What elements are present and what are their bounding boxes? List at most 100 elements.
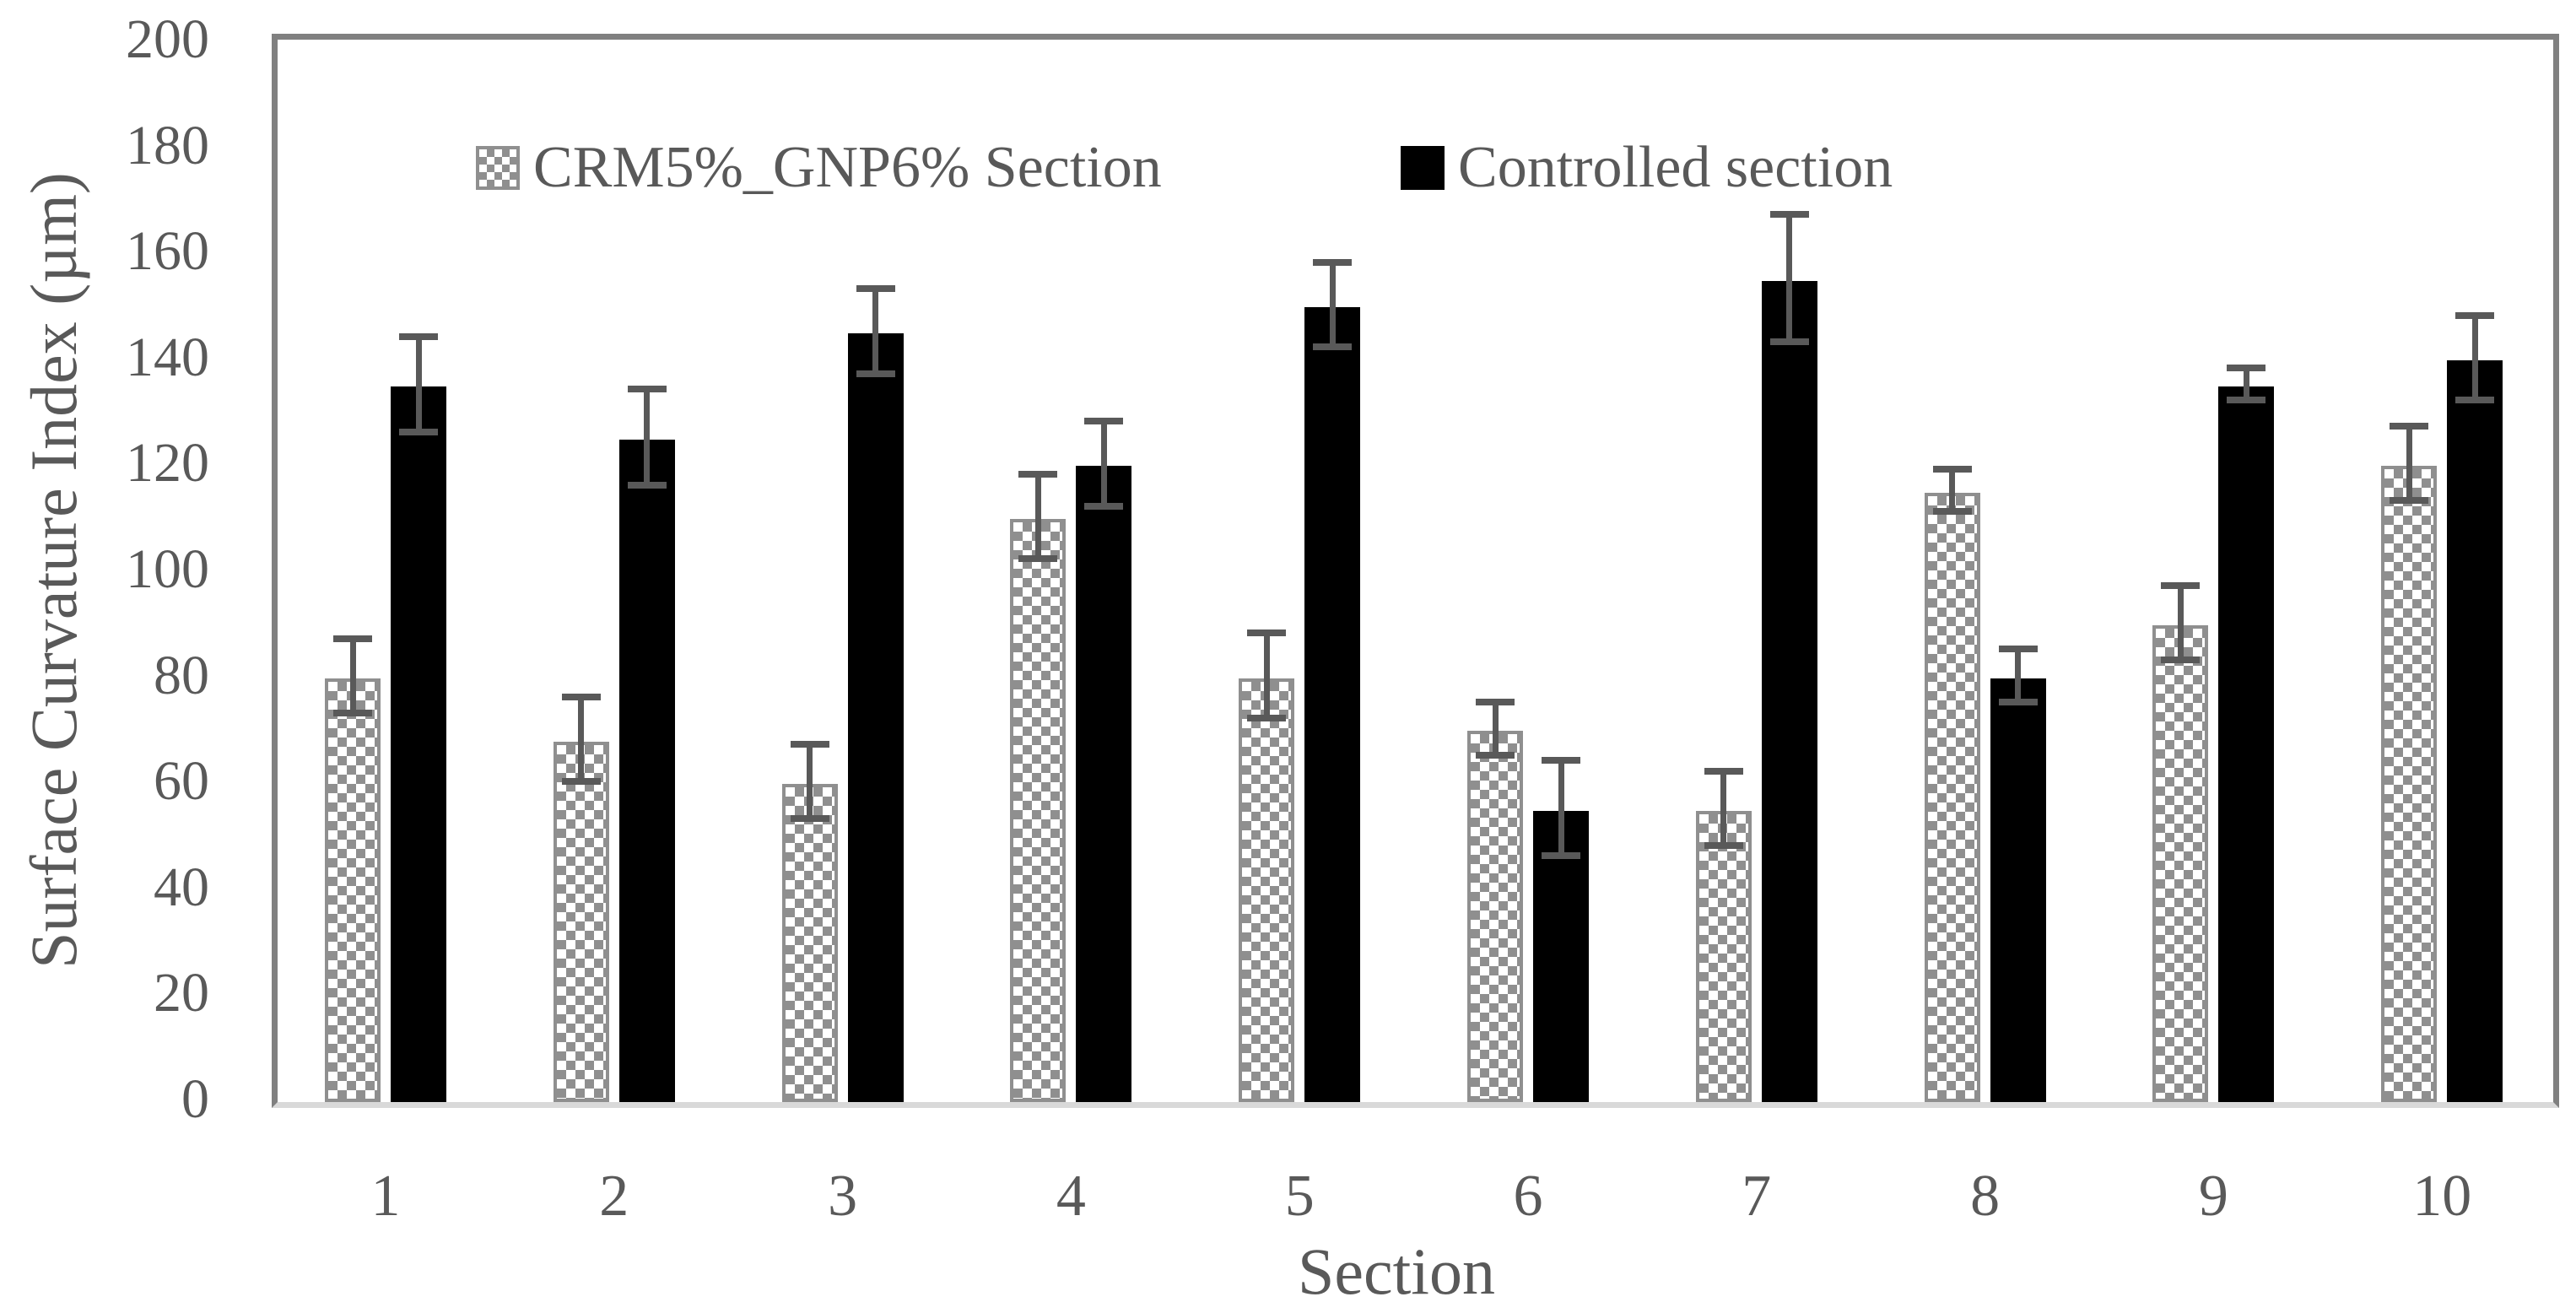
x-tick-label: 3 bbox=[828, 1164, 858, 1229]
bar-crm-section-10 bbox=[2381, 466, 2438, 1102]
x-tick-label: 5 bbox=[1284, 1164, 1315, 1229]
bar-controlled-section-2 bbox=[618, 440, 675, 1102]
error-cap-bottom bbox=[790, 815, 829, 823]
error-stem bbox=[2406, 426, 2412, 501]
error-cap-bottom bbox=[1998, 698, 2038, 705]
error-stem bbox=[1720, 770, 1727, 846]
error-bar-crm-section-1 bbox=[333, 635, 372, 716]
error-bar-crm-section-6 bbox=[1476, 699, 1515, 759]
x-axis-title: Section bbox=[1298, 1235, 1495, 1308]
y-tick-label: 40 bbox=[154, 856, 209, 918]
bar-controlled-section-6 bbox=[1533, 810, 1589, 1102]
x-tick-label: 8 bbox=[1970, 1164, 2001, 1229]
error-bar-crm-section-4 bbox=[1018, 470, 1058, 563]
bar-crm-section-8 bbox=[1924, 492, 1980, 1102]
bar-controlled-section-5 bbox=[1304, 307, 1361, 1102]
legend-swatch-solid-icon bbox=[1401, 146, 1445, 190]
error-stem bbox=[415, 336, 422, 432]
bar-crm-section-6 bbox=[1467, 731, 1523, 1102]
error-stem bbox=[1100, 421, 1107, 506]
error-cap-bottom bbox=[1247, 714, 1287, 721]
error-bar-controlled-section-6 bbox=[1542, 757, 1580, 860]
error-cap-bottom bbox=[561, 778, 601, 786]
x-tick-label: 10 bbox=[2412, 1164, 2472, 1229]
error-stem bbox=[807, 744, 813, 819]
error-cap-bottom bbox=[1704, 841, 1743, 849]
y-tick-label: 160 bbox=[126, 220, 209, 283]
error-cap-bottom bbox=[333, 709, 372, 716]
error-stem bbox=[1786, 214, 1793, 342]
error-stem bbox=[1492, 702, 1499, 755]
error-bar-controlled-section-5 bbox=[1313, 258, 1353, 351]
error-cap-bottom bbox=[1313, 343, 1353, 351]
error-cap-bottom bbox=[2161, 656, 2201, 663]
error-stem bbox=[2471, 315, 2478, 401]
x-tick-label: 9 bbox=[2198, 1164, 2228, 1229]
y-tick-label: 60 bbox=[154, 750, 209, 813]
y-tick-label: 120 bbox=[126, 432, 209, 494]
error-cap-bottom bbox=[627, 481, 667, 489]
error-bar-controlled-section-2 bbox=[627, 386, 667, 489]
bar-controlled-section-8 bbox=[1990, 678, 2046, 1102]
error-stem bbox=[1558, 760, 1564, 856]
bar-crm-section-1 bbox=[325, 678, 381, 1102]
error-bar-crm-section-10 bbox=[2390, 423, 2429, 505]
y-tick-label: 100 bbox=[126, 538, 209, 600]
bar-crm-section-9 bbox=[2152, 624, 2209, 1102]
y-tick-label: 0 bbox=[181, 1068, 209, 1130]
legend-swatch-pattern-icon bbox=[476, 146, 520, 190]
error-bar-controlled-section-8 bbox=[1998, 646, 2038, 705]
error-bar-crm-section-2 bbox=[561, 693, 601, 786]
bar-crm-section-2 bbox=[553, 741, 609, 1102]
error-cap-bottom bbox=[1476, 751, 1515, 759]
bar-controlled-section-3 bbox=[847, 333, 904, 1102]
y-tick-label: 20 bbox=[154, 962, 209, 1024]
error-cap-bottom bbox=[2390, 497, 2429, 505]
error-stem bbox=[872, 289, 879, 374]
x-tick-label: 1 bbox=[370, 1164, 401, 1229]
y-tick-label: 140 bbox=[126, 326, 209, 388]
error-stem bbox=[644, 389, 651, 485]
bar-crm-section-7 bbox=[1695, 810, 1752, 1102]
error-bar-crm-section-8 bbox=[1932, 465, 1972, 515]
error-bar-crm-section-7 bbox=[1704, 767, 1743, 849]
y-tick-label: 180 bbox=[126, 114, 209, 176]
error-cap-bottom bbox=[856, 370, 895, 377]
error-cap-bottom bbox=[399, 428, 438, 435]
bar-controlled-section-10 bbox=[2447, 359, 2503, 1102]
bar-controlled-section-9 bbox=[2218, 386, 2275, 1102]
error-stem bbox=[578, 696, 585, 782]
legend-label-crm: CRM5%_GNP6% Section bbox=[533, 135, 1162, 200]
plot-area: CRM5%_GNP6% Section Controlled section bbox=[272, 34, 2559, 1108]
error-bar-controlled-section-4 bbox=[1084, 418, 1124, 510]
bar-crm-section-3 bbox=[781, 784, 838, 1102]
error-cap-bottom bbox=[2455, 397, 2495, 404]
x-tick-label: 6 bbox=[1513, 1164, 1543, 1229]
error-cap-bottom bbox=[1018, 555, 1058, 563]
error-stem bbox=[1949, 468, 1956, 511]
error-cap-bottom bbox=[1769, 338, 1809, 345]
bar-controlled-section-1 bbox=[391, 386, 446, 1102]
error-stem bbox=[2243, 368, 2249, 401]
error-cap-bottom bbox=[1542, 852, 1580, 860]
error-cap-bottom bbox=[1932, 507, 1972, 515]
error-bar-crm-section-3 bbox=[790, 741, 829, 823]
legend-item-crm: CRM5%_GNP6% Section bbox=[476, 134, 1162, 202]
error-bar-controlled-section-9 bbox=[2227, 365, 2266, 404]
x-tick-label: 7 bbox=[1742, 1164, 1772, 1229]
legend-label-controlled: Controlled section bbox=[1458, 135, 1893, 200]
error-stem bbox=[2015, 649, 2022, 702]
bar-controlled-section-4 bbox=[1076, 466, 1132, 1102]
error-bar-controlled-section-10 bbox=[2455, 311, 2495, 404]
x-tick-label: 4 bbox=[1056, 1164, 1086, 1229]
error-cap-bottom bbox=[1084, 502, 1124, 510]
bar-controlled-section-7 bbox=[1761, 280, 1817, 1102]
error-bar-crm-section-9 bbox=[2161, 581, 2201, 663]
y-tick-label: 200 bbox=[126, 8, 209, 70]
bar-crm-section-4 bbox=[1010, 519, 1067, 1102]
x-tick-label: 2 bbox=[599, 1164, 629, 1229]
error-stem bbox=[349, 638, 356, 713]
error-stem bbox=[1034, 473, 1041, 559]
error-stem bbox=[1329, 262, 1336, 348]
